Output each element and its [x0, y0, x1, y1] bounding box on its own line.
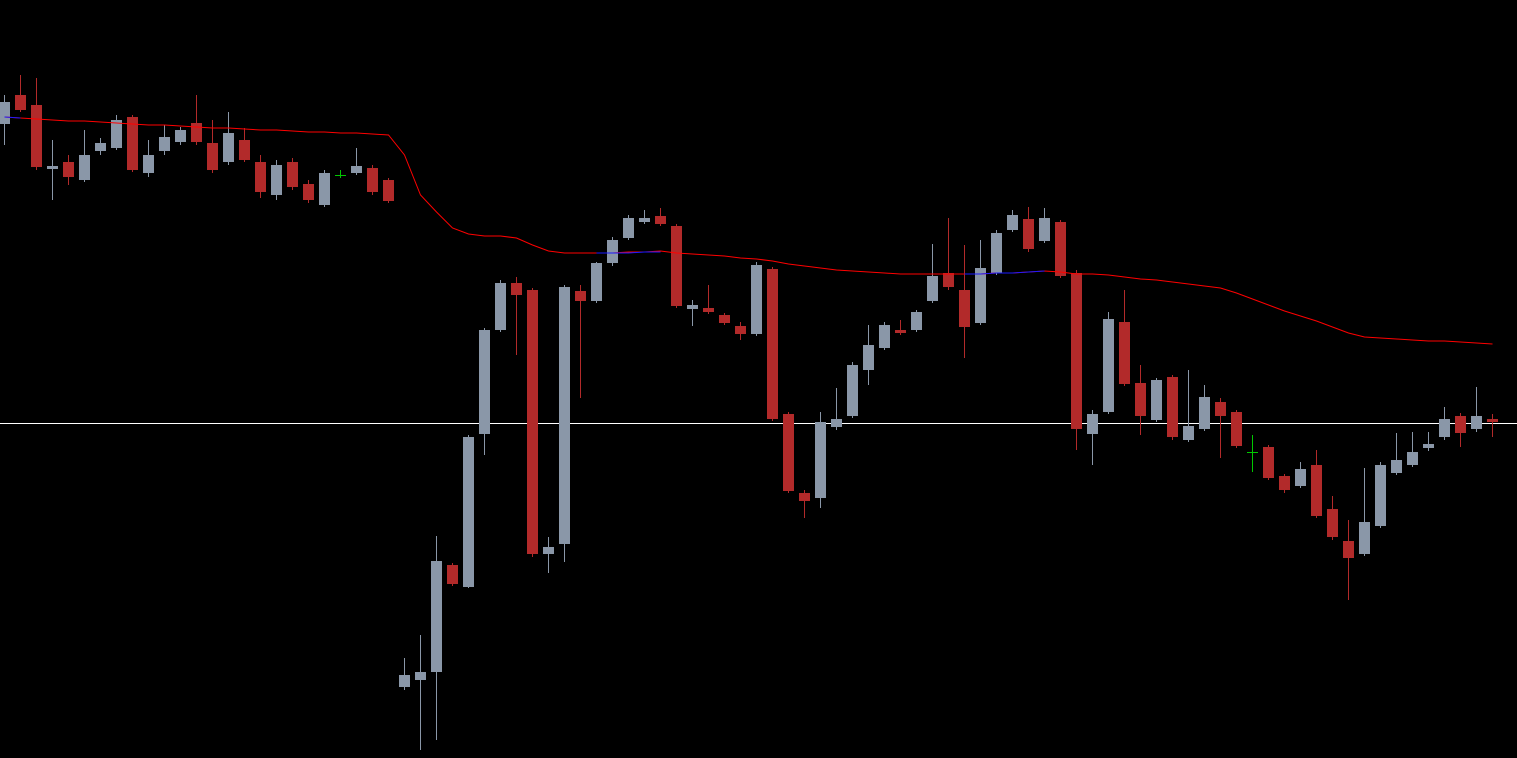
candle-body: [927, 276, 938, 301]
candle-body: [783, 414, 794, 491]
candle-body: [511, 283, 522, 295]
candle-body: [799, 493, 810, 501]
candle-body: [1039, 218, 1050, 241]
candle-body: [399, 675, 410, 687]
candle-body: [111, 120, 122, 148]
candle-body: [911, 312, 922, 330]
candle-body: [943, 273, 954, 287]
candle-body: [1087, 414, 1098, 434]
candle-body: [175, 130, 186, 142]
candle-body: [623, 218, 634, 238]
candle-body: [1247, 452, 1258, 453]
candle-body: [415, 672, 426, 680]
candle-body: [959, 290, 970, 327]
candle-body: [495, 283, 506, 330]
candle-body: [1119, 322, 1130, 384]
indicator-line: [4, 116, 1045, 275]
candle-body: [31, 105, 42, 167]
candle-body: [1183, 426, 1194, 440]
candle-body: [335, 175, 346, 176]
candle-body: [847, 365, 858, 416]
candle-body: [431, 561, 442, 672]
candle-body: [1487, 419, 1498, 422]
candle-body: [591, 263, 602, 301]
candle-body: [543, 547, 554, 554]
candle-body: [223, 133, 234, 162]
candle-body: [255, 162, 266, 192]
candle-body: [831, 419, 842, 427]
candle-body: [1151, 380, 1162, 420]
candle-body: [1439, 419, 1450, 437]
candle-body: [671, 226, 682, 306]
candle-body: [383, 180, 394, 201]
candle-body: [367, 168, 378, 192]
candle-body: [479, 330, 490, 434]
candle-body: [991, 233, 1002, 273]
candle-body: [1055, 222, 1066, 276]
candle-body: [527, 290, 538, 554]
candle-body: [975, 268, 986, 323]
candle-body: [575, 291, 586, 301]
candle-body: [1215, 402, 1226, 416]
candle-body: [767, 269, 778, 419]
candle-body: [815, 422, 826, 498]
candle-body: [15, 95, 26, 110]
candle-body: [1295, 469, 1306, 486]
candle-body: [79, 155, 90, 180]
candle-body: [1023, 219, 1034, 249]
candle-body: [703, 308, 714, 312]
candle-body: [127, 117, 138, 170]
candle-body: [1359, 522, 1370, 554]
candle-body: [1311, 465, 1322, 516]
candle-body: [895, 330, 906, 333]
candle-body: [47, 166, 58, 169]
indicator-line: [4, 116, 1493, 345]
candle-body: [463, 437, 474, 587]
candle-body: [303, 184, 314, 200]
candle-body: [1263, 447, 1274, 478]
candle-body: [447, 565, 458, 584]
candle-body: [1103, 319, 1114, 412]
candle-body: [719, 315, 730, 323]
candle-body: [63, 162, 74, 177]
candle-body: [207, 143, 218, 170]
candle-body: [607, 240, 618, 263]
candle-body: [159, 137, 170, 151]
candle-body: [879, 325, 890, 348]
candle-body: [1327, 509, 1338, 537]
candle-body: [191, 123, 202, 142]
candle-body: [687, 305, 698, 309]
candle-body: [1455, 416, 1466, 433]
candle-body: [1199, 397, 1210, 429]
candle-body: [1071, 273, 1082, 429]
candle-body: [655, 216, 666, 224]
candle-body: [95, 143, 106, 151]
candle-body: [143, 155, 154, 173]
candle-body: [1423, 444, 1434, 448]
candle-body: [319, 173, 330, 205]
candle-body: [1007, 215, 1018, 230]
candle-body: [1167, 377, 1178, 437]
candle-body: [1471, 416, 1482, 429]
candle-body: [1391, 460, 1402, 473]
candle-body: [239, 140, 250, 160]
candle-body: [1231, 412, 1242, 446]
candle-body: [287, 162, 298, 187]
candle-body: [1135, 383, 1146, 416]
candle-body: [1375, 465, 1386, 526]
candle-body: [271, 165, 282, 195]
candle-body: [639, 218, 650, 222]
candle-body: [863, 345, 874, 370]
candle-body: [559, 287, 570, 544]
candle-body: [1343, 541, 1354, 558]
candle-body: [735, 326, 746, 334]
candle-body: [0, 102, 10, 124]
candle-body: [351, 166, 362, 173]
candle-body: [1279, 476, 1290, 490]
candle-body: [1407, 452, 1418, 465]
candle-body: [751, 265, 762, 334]
